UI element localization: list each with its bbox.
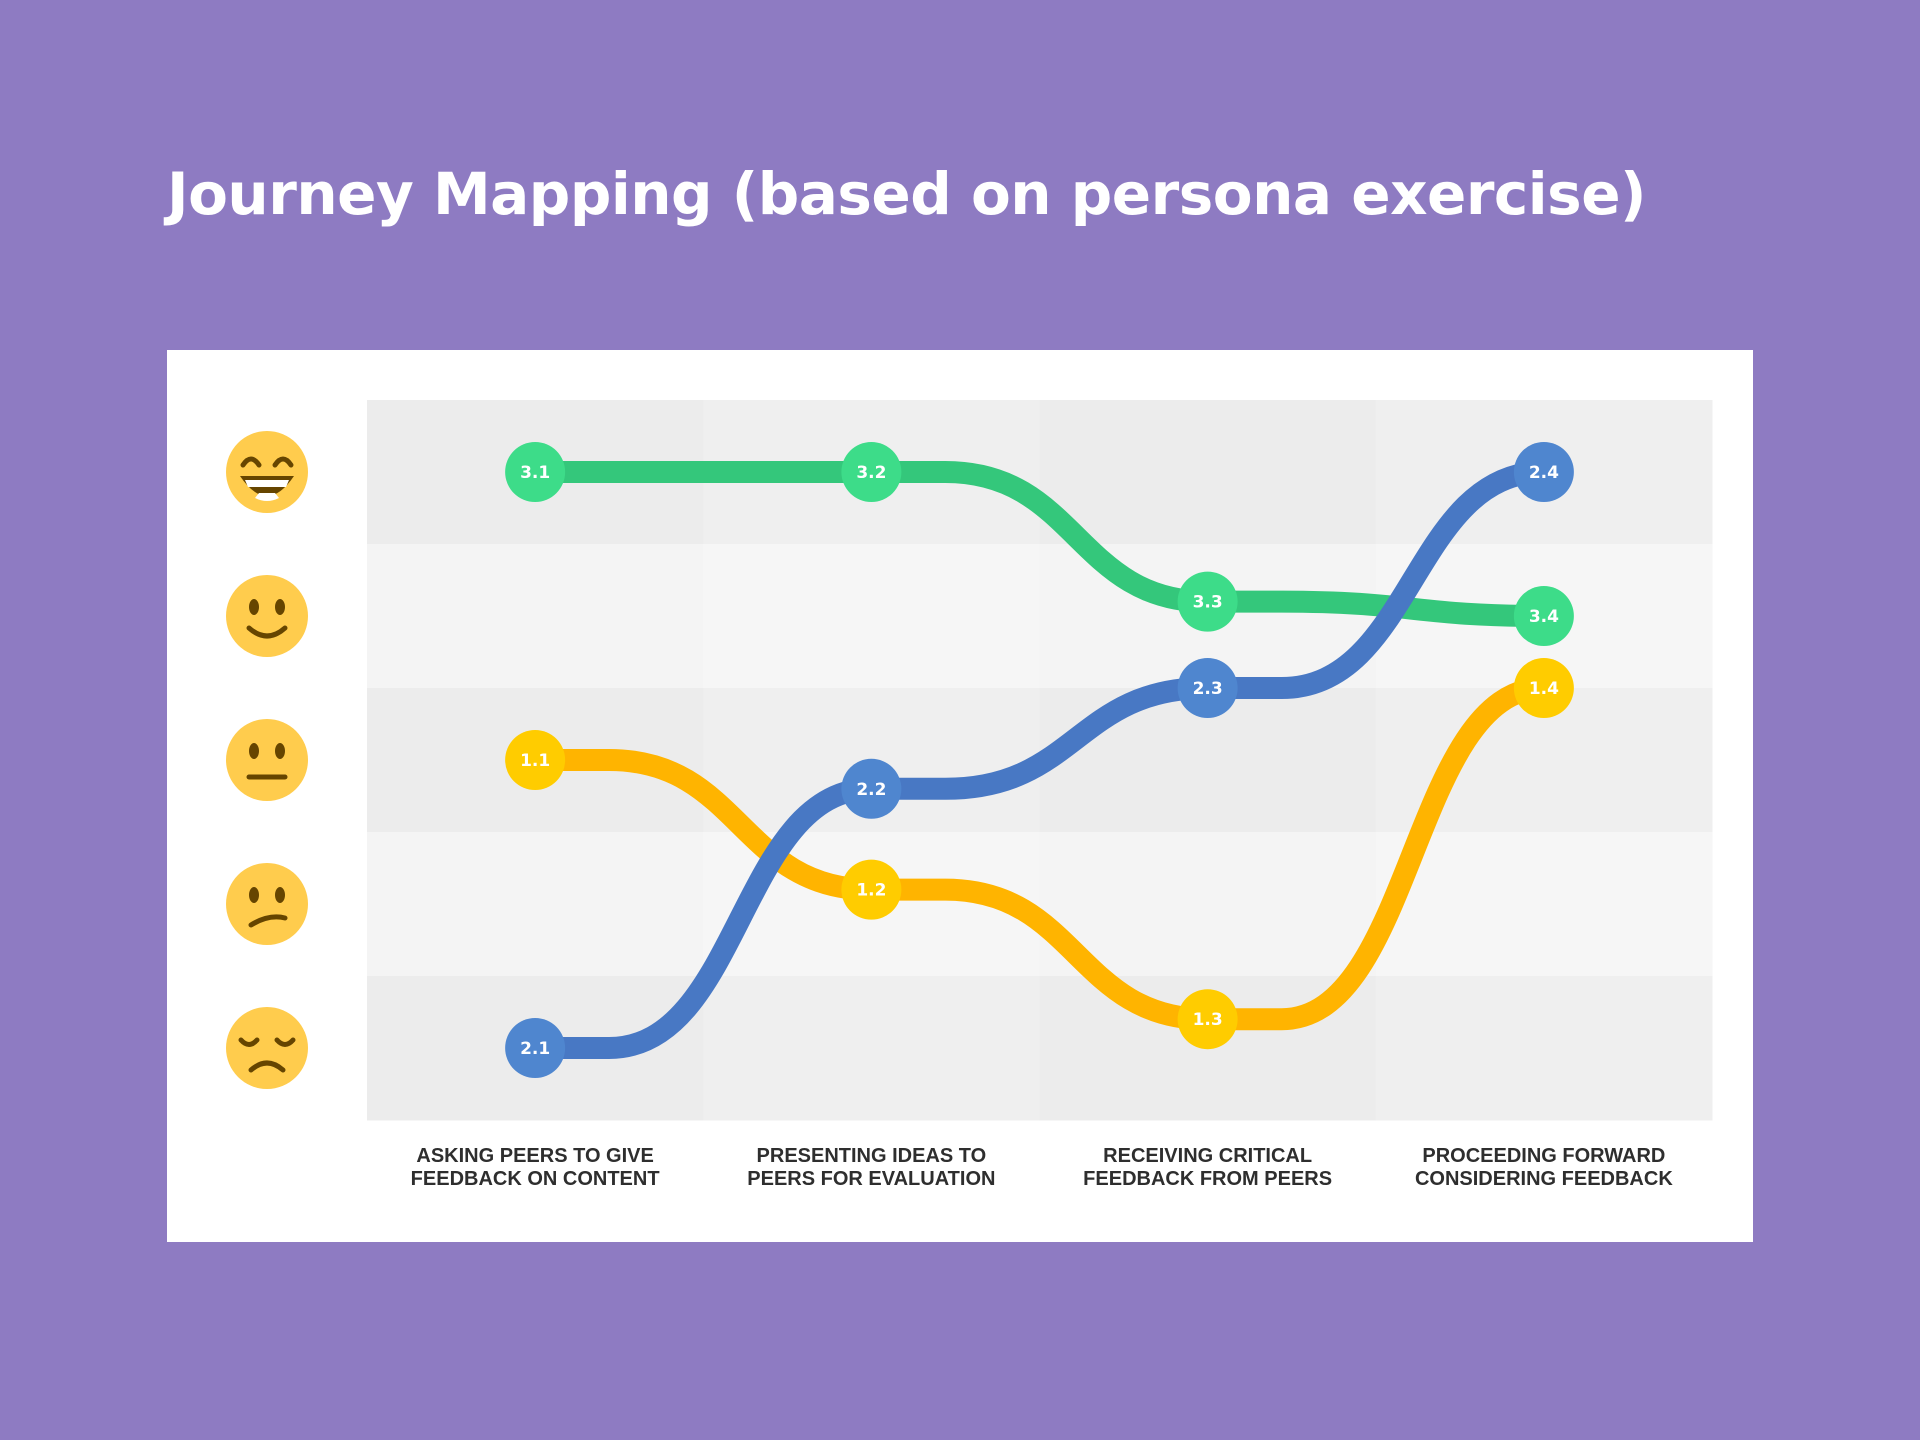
data-point-label: 3.4 (1529, 607, 1559, 627)
data-point-marker (841, 758, 902, 819)
plot-band (703, 976, 1040, 1121)
data-point-label: 2.1 (520, 1039, 550, 1059)
data-point: 2.4 (1513, 442, 1574, 502)
category-label: PRESENTING IDEAS TO PEERS FOR EVALUATION (747, 1145, 995, 1190)
category-labels: ASKING PEERS TO GIVE FEEDBACK ON CONTENT P… (411, 1145, 1674, 1190)
journey-chart: 3.1 3.2 3.3 3.4 1.1 1.2 1.3 1.4 2.1 2.2 2.3 2.4 ASK… (226, 400, 1713, 1190)
plot-band (1375, 832, 1713, 977)
neutral-face-icon (226, 719, 308, 801)
data-point-marker (841, 859, 902, 920)
data-point-marker (1177, 571, 1238, 632)
plot-band (703, 544, 1040, 689)
data-point: 3.1 (505, 442, 566, 502)
data-point: 1.3 (1177, 989, 1238, 1050)
confused-face-icon (226, 863, 308, 945)
plot-band (1375, 976, 1713, 1121)
unamused-face-icon (226, 1007, 308, 1089)
data-point: 1.4 (1513, 658, 1574, 718)
data-point: 2.3 (1177, 658, 1238, 718)
slightly-smiling-face-icon (226, 575, 308, 657)
data-point-marker (505, 1018, 566, 1078)
data-point-label: 1.2 (856, 881, 886, 901)
data-point: 2.2 (841, 758, 902, 819)
data-point-marker (505, 730, 566, 790)
plot-band (367, 832, 704, 977)
data-point-marker (841, 442, 902, 502)
data-point-marker (1513, 658, 1574, 718)
data-point-label: 1.3 (1193, 1010, 1223, 1030)
data-point-label: 3.3 (1193, 593, 1223, 613)
data-point-marker (1513, 586, 1574, 646)
data-point: 1.1 (505, 730, 566, 790)
data-point-label: 2.3 (1193, 679, 1223, 699)
data-point-label: 2.4 (1529, 463, 1559, 483)
mood-scale (226, 431, 308, 1089)
grinning-face-icon (226, 431, 308, 513)
data-point: 3.4 (1513, 586, 1574, 646)
series-lines (524, 461, 1555, 1059)
chart-card: 3.1 3.2 3.3 3.4 1.1 1.2 1.3 1.4 2.1 2.2 2.3 2.4 ASK… (167, 350, 1753, 1242)
data-point-marker (1177, 658, 1238, 718)
data-point: 1.2 (841, 859, 902, 920)
data-point-marker (1513, 442, 1574, 502)
data-point-marker (1177, 989, 1238, 1050)
plot-band (1039, 832, 1377, 977)
series-points: 3.1 3.2 3.3 3.4 1.1 1.2 1.3 1.4 2.1 2.2 2.3 2.4 (505, 442, 1574, 1078)
data-point-label: 3.2 (856, 463, 886, 483)
data-point-label: 3.1 (520, 463, 550, 483)
data-point-label: 1.4 (1529, 679, 1559, 699)
category-label: ASKING PEERS TO GIVE FEEDBACK ON CONTENT (411, 1145, 660, 1190)
category-label: RECEIVING CRITICAL FEEDBACK FROM PEERS (1083, 1145, 1332, 1190)
plot-band (367, 544, 704, 689)
plot-band (1039, 400, 1377, 545)
data-point-label: 2.2 (856, 780, 886, 800)
series-line (524, 677, 1555, 1031)
data-point-label: 1.1 (520, 751, 550, 771)
data-point: 3.3 (1177, 571, 1238, 632)
series-line (524, 461, 1555, 1059)
data-point-marker (505, 442, 566, 502)
data-point: 3.2 (841, 442, 902, 502)
page-title: Journey Mapping (based on persona exerci… (167, 160, 1647, 228)
data-point: 2.1 (505, 1018, 566, 1078)
category-label: PROCEEDING FORWARD CONSIDERING FEEDBACK (1415, 1145, 1673, 1190)
